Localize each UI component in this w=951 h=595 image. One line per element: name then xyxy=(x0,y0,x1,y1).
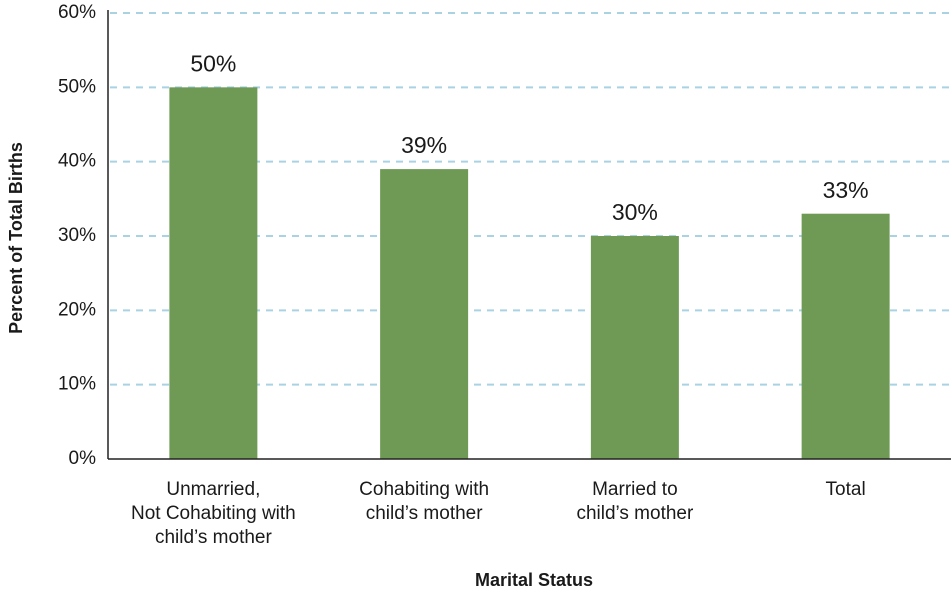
bar xyxy=(380,169,469,459)
bar xyxy=(801,213,890,459)
y-tick-label: 10% xyxy=(58,374,96,395)
y-tick-label: 0% xyxy=(69,448,97,469)
x-axis-title: Marital Status xyxy=(475,570,593,590)
y-tick-label: 40% xyxy=(58,151,96,172)
x-tick-label: Total xyxy=(826,479,866,500)
y-tick-label: 50% xyxy=(58,76,96,97)
value-label: 39% xyxy=(401,132,447,158)
y-tick-label: 20% xyxy=(58,299,96,320)
y-axis-title: Percent of Total Births xyxy=(6,142,26,334)
bar xyxy=(590,236,679,459)
y-tick-label: 60% xyxy=(58,2,96,23)
bar xyxy=(169,87,258,459)
x-tick-label: Married to child’s mother xyxy=(576,479,694,524)
x-tick-label: Cohabiting with child’s mother xyxy=(359,479,489,524)
y-tick-label: 30% xyxy=(58,225,96,246)
value-label: 33% xyxy=(823,177,869,203)
value-label: 30% xyxy=(612,199,658,225)
x-tick-label: Unmarried, Not Cohabiting with child’s mot… xyxy=(131,479,296,548)
value-label: 50% xyxy=(190,50,236,76)
